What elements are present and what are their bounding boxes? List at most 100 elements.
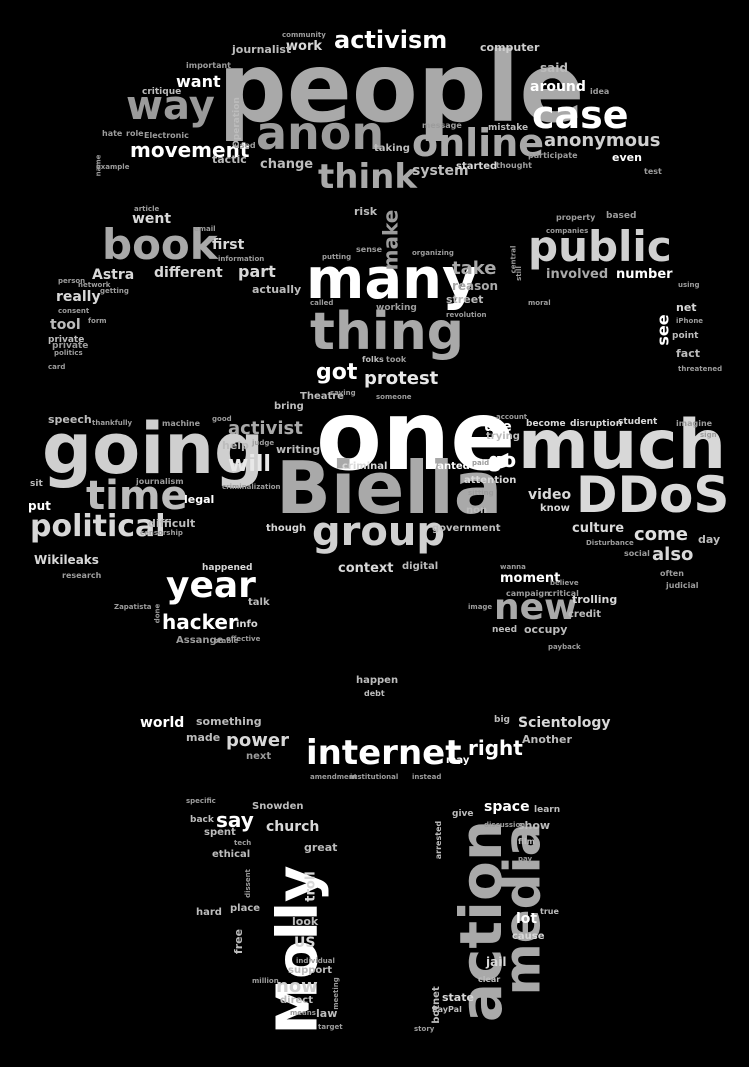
word-wanna: wanna [500,563,526,571]
word-biella: Biella [276,446,503,530]
word-happen: happen [356,675,399,686]
word-point: point [672,331,699,341]
word-first: first [212,237,245,253]
word-arrested: arrested [434,820,444,860]
word-trying: trying [486,431,520,442]
word-organizing: organizing [412,249,454,257]
word-meeting: meeting [331,977,340,1010]
word-folks: folks [362,355,384,364]
word-many: many [306,247,479,312]
word-network: network [78,281,111,289]
word-world: world [140,715,185,731]
word-political: political [30,509,166,544]
word-took: took [386,355,407,364]
word-threatened: threatened [678,365,723,373]
word-journalism: journalism [136,477,184,486]
word-use: use [484,419,512,435]
word-card: card [48,363,66,371]
word-done: done [153,603,162,624]
word-means: means [290,1009,316,1017]
word-criminal: criminal [342,461,388,472]
word-made: made [186,731,221,744]
word-number: number [616,267,673,282]
word-private: private [48,335,85,345]
word-form: form [88,317,107,325]
word-wanted: wanted [428,461,470,472]
word-non: non [466,505,488,516]
word-critical: critical [548,589,579,598]
word-snowden: Snowden [252,801,304,812]
word-taking: taking [374,143,410,154]
word-occupy: occupy [524,623,568,636]
word-judicial: judicial [666,581,699,590]
word-one: one [316,380,516,492]
word-involved: involved [546,267,609,282]
word-us: US [294,935,316,951]
word-tool: tool [50,317,81,333]
word-film: film [518,837,536,846]
word-anonymous: anonymous [544,130,661,151]
word-protest: protest [364,368,439,389]
word-come: come [634,524,688,545]
word-ddos: DDoS [576,466,730,524]
word-name: name [94,154,103,177]
word-info: info [236,619,258,630]
word-will: will [228,452,271,477]
word-example: example [96,163,130,171]
word-anon: anon [256,106,385,160]
word-target: target [318,1023,343,1031]
word-time: time [86,473,188,519]
word-censorship: censorship [140,529,183,537]
word-sign: sign [700,431,717,439]
word-article: article [134,205,160,213]
word-moment: moment [500,571,561,586]
word-part: part [238,262,276,281]
word-used: used [234,141,256,150]
word-thing: thing [310,302,464,362]
word-someone: someone [376,393,412,401]
word-new: new [494,587,578,628]
word-instead: instead [412,773,442,781]
word-culture: culture [572,521,625,536]
word-assange: Assange [176,635,224,646]
word-year: year [166,565,256,606]
word-may: may [446,755,470,766]
word-electronic: Electronic [144,131,189,140]
word-astra: Astra [92,267,135,283]
word-started: started [456,161,498,172]
word-risk: risk [354,205,378,218]
word-imagine: imagine [676,419,713,428]
word-another: Another [522,733,572,746]
word-sense: sense [356,245,383,254]
word-movement: movement [130,138,250,162]
word-campaign: campaign [506,589,550,598]
word-church: church [266,819,320,835]
word-net: net [676,301,697,314]
word-give: give [452,809,474,819]
word-show: show [518,819,551,832]
word-using: using [678,281,700,289]
word-troll: troll [303,871,319,902]
word-thought: thought [496,161,532,170]
word-back: back [190,815,214,825]
word-good: good [212,415,232,423]
word-test: test [644,167,662,176]
word-companies: companies [546,227,589,235]
word-attention: attention [464,475,517,486]
word-spent: spent [204,827,236,838]
word-big: big [494,715,510,725]
word-look: look [292,915,319,928]
word-consent: consent [58,307,90,315]
word-jail: jail [486,955,507,969]
word-help: help [222,439,249,452]
word-space: space [484,799,530,815]
word-central: central [509,245,518,274]
word-mistake: mistake [488,123,529,133]
word-specific: specific [186,797,216,805]
word-moral: moral [528,299,551,307]
word-really: really [56,289,101,305]
word-video: video [528,487,572,503]
word-way: way [126,83,215,129]
word-paypal: PayPal [432,1005,462,1014]
